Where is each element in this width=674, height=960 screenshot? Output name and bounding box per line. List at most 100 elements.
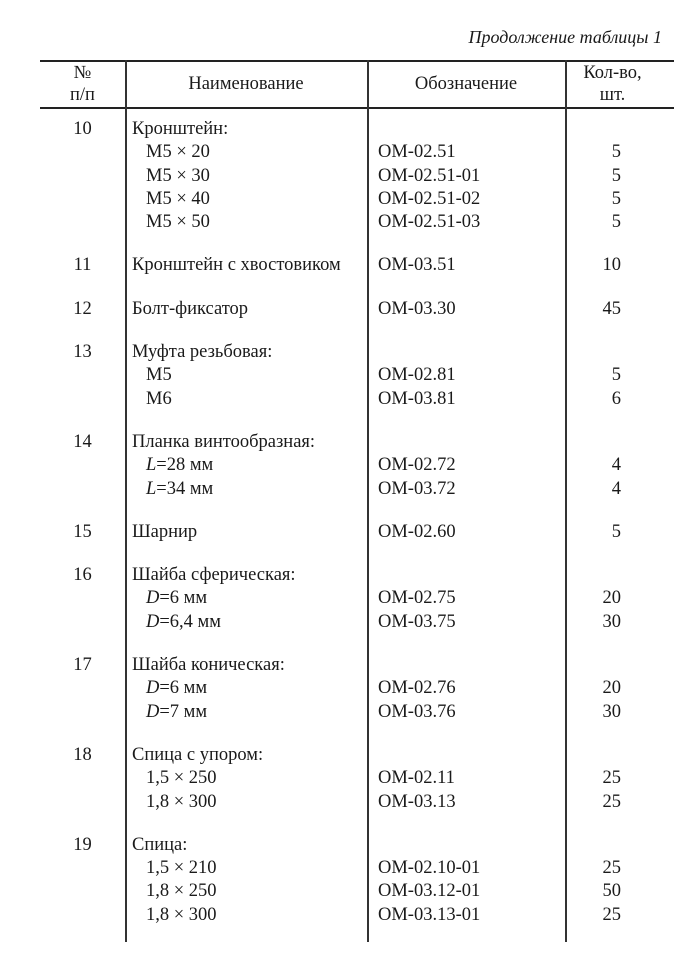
sub-item-size: M5 × 40 [146, 188, 210, 209]
sub-item: M6 ОМ-03.81 6 [40, 388, 674, 411]
column-divider [125, 60, 127, 942]
row-number: 12 [73, 298, 92, 319]
sub-item-designation: ОМ-03.12-01 [378, 881, 481, 902]
sub-item-size: L=28 мм [146, 455, 214, 476]
sub-item-quantity: 5 [611, 365, 621, 386]
sub-item: 1,8 × 300 ОМ-03.13 25 [40, 791, 674, 814]
sub-item: M5 ОМ-02.81 5 [40, 364, 674, 387]
table-row: 16 Шайба сферическая: D=6 мм ОМ-02.75 20 D=6,… [40, 564, 674, 634]
row-number: 11 [73, 255, 92, 276]
sub-item-quantity: 5 [611, 212, 621, 233]
row-line: 14 Планка винтообразная: [40, 431, 674, 454]
sub-item-quantity: 50 [602, 881, 622, 902]
sub-item-designation: ОМ-02.51 [378, 142, 456, 163]
item-name: Кронштейн с хвостовиком [132, 255, 341, 276]
sub-item: D=6,4 мм ОМ-03.75 30 [40, 611, 674, 634]
sub-item-size: 1,5 × 250 [146, 768, 217, 789]
table-body: 10 Кронштейн: M5 × 20 ОМ-02.51 5 M5 × 30 ОМ-02… [40, 118, 674, 947]
item-designation: ОМ-03.51 [378, 255, 456, 276]
sub-item-size: M5 × 50 [146, 212, 210, 233]
row-number: 17 [73, 655, 92, 676]
row-line: 16 Шайба сферическая: [40, 564, 674, 587]
row-number: 15 [73, 521, 92, 542]
sub-item-size: 1,8 × 250 [146, 881, 217, 902]
table-row: 14 Планка винтообразная: L=28 мм ОМ-02.72 4 L… [40, 431, 674, 501]
table-row: 19 Спица: 1,5 × 210 ОМ-02.10-01 25 1,8 × 250 О… [40, 834, 674, 927]
sub-item-quantity: 4 [611, 455, 621, 476]
item-name: Кронштейн: [132, 119, 229, 139]
sub-item-designation: ОМ-03.81 [378, 388, 456, 409]
sub-item-designation: ОМ-02.11 [378, 768, 455, 789]
sub-item-quantity: 20 [602, 588, 622, 609]
item-designation: ОМ-03.30 [378, 298, 456, 319]
table-row: 11 Кронштейн с хвостовиком ОМ-03.51 10 [40, 254, 674, 277]
sub-item-quantity: 30 [602, 701, 622, 722]
sub-item: D=7 мм ОМ-03.76 30 [40, 701, 674, 724]
row-line: 12 Болт-фиксатор ОМ-03.30 45 [40, 298, 674, 321]
sub-item: 1,8 × 300 ОМ-03.13-01 25 [40, 904, 674, 927]
table-row: 18 Спица с упором: 1,5 × 250 ОМ-02.11 25 1,8 … [40, 744, 674, 814]
sub-item: 1,5 × 210 ОМ-02.10-01 25 [40, 857, 674, 880]
sub-item-size: 1,8 × 300 [146, 791, 217, 812]
table-top-rule [40, 60, 674, 62]
row-line: 10 Кронштейн: [40, 118, 674, 141]
sub-item-designation: ОМ-02.75 [378, 588, 456, 609]
sub-item-size: M5 × 20 [146, 142, 210, 163]
sub-item-quantity: 25 [602, 768, 622, 789]
sub-item-size: 1,8 × 300 [146, 904, 217, 925]
header-number-line1: № [73, 63, 92, 83]
sub-item-quantity: 5 [611, 188, 621, 209]
row-number: 13 [73, 342, 92, 363]
sub-item-size: M5 × 30 [146, 165, 210, 186]
row-number: 10 [73, 119, 92, 139]
sub-item-size: 1,5 × 210 [146, 858, 217, 879]
sub-item-designation: ОМ-03.76 [378, 701, 456, 722]
sub-item: D=6 мм ОМ-02.76 20 [40, 677, 674, 700]
sub-item-designation: ОМ-02.51-01 [378, 165, 481, 186]
sub-item-designation: ОМ-03.13-01 [378, 904, 481, 925]
item-designation: ОМ-02.60 [378, 521, 456, 542]
header-name-label: Наименование [188, 74, 304, 94]
column-divider [565, 60, 567, 942]
sub-item: 1,5 × 250 ОМ-02.11 25 [40, 767, 674, 790]
sub-item-size: D=6,4 мм [146, 611, 221, 632]
row-number: 18 [73, 744, 92, 765]
table-row: 12 Болт-фиксатор ОМ-03.30 45 [40, 298, 674, 321]
sub-item-designation: ОМ-02.10-01 [378, 858, 481, 879]
sub-item-designation: ОМ-03.13 [378, 791, 456, 812]
row-line: 19 Спица: [40, 834, 674, 857]
column-divider [367, 60, 369, 942]
header-bottom-rule [40, 107, 674, 109]
row-line: 18 Спица с упором: [40, 744, 674, 767]
row-number: 16 [73, 565, 92, 586]
sub-item-designation: ОМ-02.81 [378, 365, 456, 386]
sub-item-size: M5 [146, 365, 172, 386]
sub-item-size: M6 [146, 388, 172, 409]
item-name: Муфта резьбовая: [132, 342, 273, 363]
table-row: 10 Кронштейн: M5 × 20 ОМ-02.51 5 M5 × 30 ОМ-02… [40, 118, 674, 234]
item-name: Шайба коническая: [132, 655, 285, 676]
sub-item-size: D=6 мм [146, 678, 208, 699]
sub-item-designation: ОМ-02.51-03 [378, 212, 481, 233]
sub-item-designation: ОМ-02.72 [378, 455, 456, 476]
sub-item: 1,8 × 250 ОМ-03.12-01 50 [40, 880, 674, 903]
item-name: Спица с упором: [132, 744, 264, 765]
table-row: 17 Шайба коническая: D=6 мм ОМ-02.76 20 D=7 м… [40, 654, 674, 724]
header-designation: Обозначение [367, 60, 565, 108]
header-designation-label: Обозначение [414, 74, 518, 94]
row-number: 19 [73, 834, 92, 855]
sub-item: M5 × 40 ОМ-02.51-02 5 [40, 188, 674, 211]
sub-item-quantity: 5 [611, 142, 621, 163]
sub-item: M5 × 50 ОМ-02.51-03 5 [40, 211, 674, 234]
row-line: 13 Муфта резьбовая: [40, 341, 674, 364]
table-caption: Продолжение таблицы 1 [468, 27, 662, 47]
header-name: Наименование [125, 60, 367, 108]
item-name: Болт-фиксатор [132, 298, 249, 319]
sub-item-size: L=34 мм [146, 478, 214, 499]
sub-item-size: D=7 мм [146, 701, 208, 722]
sub-item-quantity: 25 [602, 904, 622, 925]
sub-item-designation: ОМ-02.76 [378, 678, 456, 699]
sub-item-quantity: 20 [602, 678, 622, 699]
row-line: 11 Кронштейн с хвостовиком ОМ-03.51 10 [40, 254, 674, 277]
sub-item: L=28 мм ОМ-02.72 4 [40, 454, 674, 477]
